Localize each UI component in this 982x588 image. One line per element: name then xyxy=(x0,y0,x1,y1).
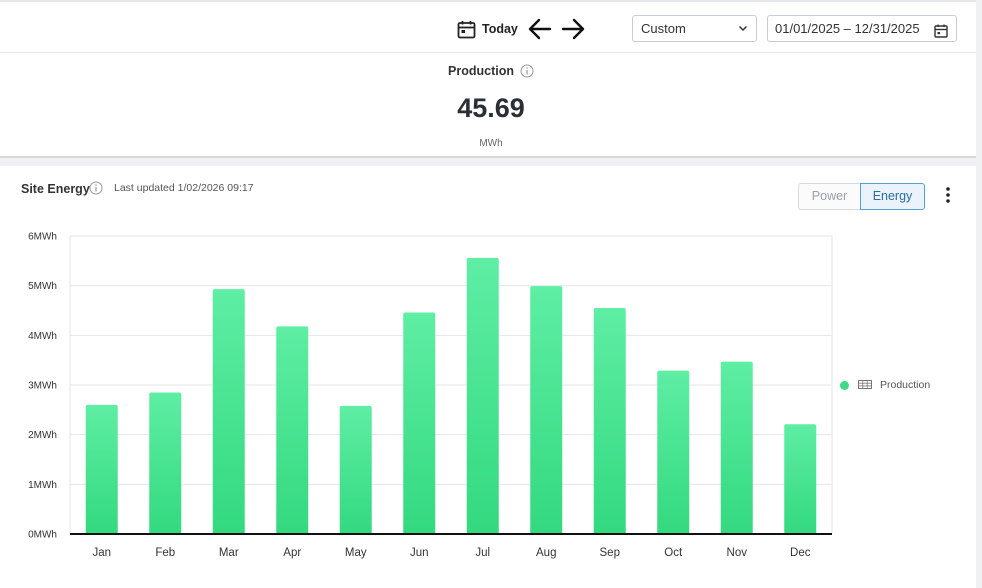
card-title: Site Energy xyxy=(21,182,90,196)
legend-marker xyxy=(840,380,849,390)
top-toolbar: Today Custom 01/01/2025 – 12/31/2025 xyxy=(0,0,976,52)
bar-jul[interactable] xyxy=(466,257,499,534)
calendar-icon xyxy=(934,21,948,46)
bar-mar[interactable] xyxy=(212,289,245,534)
x-tick-label: Feb xyxy=(155,547,175,559)
bar-sep[interactable] xyxy=(593,308,626,534)
next-period-button[interactable] xyxy=(560,17,586,41)
x-tick-label: Dec xyxy=(790,547,811,559)
arrow-right-icon xyxy=(561,18,585,40)
x-tick-label: Sep xyxy=(600,547,620,559)
calendar-icon xyxy=(457,20,476,38)
x-tick-label: Mar xyxy=(219,547,239,559)
power-toggle-button[interactable]: Power xyxy=(798,183,860,210)
site-energy-chart: 0MWh 1MWh 2MWh 3MWh 4MWh 5MWh 6MWh Jan Feb Mar Apr… xyxy=(28,232,833,559)
x-tick-label: May xyxy=(345,547,367,559)
power-energy-toggle: Power Energy xyxy=(798,183,925,210)
site-energy-card: Site Energy Last updated 1/02/2026 09:17… xyxy=(0,166,976,588)
energy-toggle-button[interactable]: Energy xyxy=(860,183,925,210)
kpi-title-row: Production xyxy=(0,64,982,81)
bar-dec[interactable] xyxy=(784,424,817,534)
bar-aug[interactable] xyxy=(530,286,563,534)
x-tick-label: Nov xyxy=(727,547,748,559)
y-tick-label: 1MWh xyxy=(28,480,57,491)
info-icon[interactable] xyxy=(89,181,103,200)
kpi-unit: MWh xyxy=(479,138,503,149)
bar-oct[interactable] xyxy=(657,370,690,534)
bar-nov[interactable] xyxy=(720,361,753,534)
period-select[interactable]: Custom xyxy=(632,15,757,42)
x-tick-label: Aug xyxy=(536,547,556,559)
x-tick-label: Jan xyxy=(92,547,111,559)
bar-may[interactable] xyxy=(339,405,372,534)
chart-legend[interactable]: Production xyxy=(840,379,930,391)
more-options-icon[interactable] xyxy=(940,185,956,205)
info-icon[interactable] xyxy=(520,64,534,81)
x-tick-label: Jun xyxy=(410,547,429,559)
x-tick-label: Jul xyxy=(475,547,490,559)
x-tick-label: Oct xyxy=(664,547,683,559)
y-tick-label: 5MWh xyxy=(28,281,57,292)
y-tick-label: 3MWh xyxy=(28,381,57,392)
x-tick-label: Apr xyxy=(283,547,301,559)
y-tick-label: 6MWh xyxy=(28,232,57,243)
bar-jun[interactable] xyxy=(403,312,436,534)
bar-apr[interactable] xyxy=(276,326,309,534)
kpi-title: Production xyxy=(448,64,514,78)
bar-feb[interactable] xyxy=(149,392,182,534)
last-updated-text: Last updated 1/02/2026 09:17 xyxy=(114,182,254,194)
y-tick-label: 4MWh xyxy=(28,331,57,342)
legend-label: Production xyxy=(880,379,931,391)
previous-period-button[interactable] xyxy=(527,17,553,41)
chevron-down-icon xyxy=(738,16,748,49)
date-range-value: 01/01/2025 – 12/31/2025 xyxy=(775,21,920,36)
bar-jan[interactable] xyxy=(85,404,118,534)
production-kpi-panel: Production 45.69 MWh xyxy=(0,52,976,158)
today-label: Today xyxy=(482,22,518,36)
kpi-value: 45.69 xyxy=(457,93,525,123)
date-range-picker[interactable]: 01/01/2025 – 12/31/2025 xyxy=(767,15,957,42)
today-button[interactable]: Today xyxy=(457,18,518,40)
y-tick-label: 2MWh xyxy=(28,430,57,441)
y-tick-label: 0MWh xyxy=(28,530,57,541)
period-select-value: Custom xyxy=(641,21,686,36)
solar-panel-icon xyxy=(858,380,872,389)
arrow-left-icon xyxy=(528,18,552,40)
